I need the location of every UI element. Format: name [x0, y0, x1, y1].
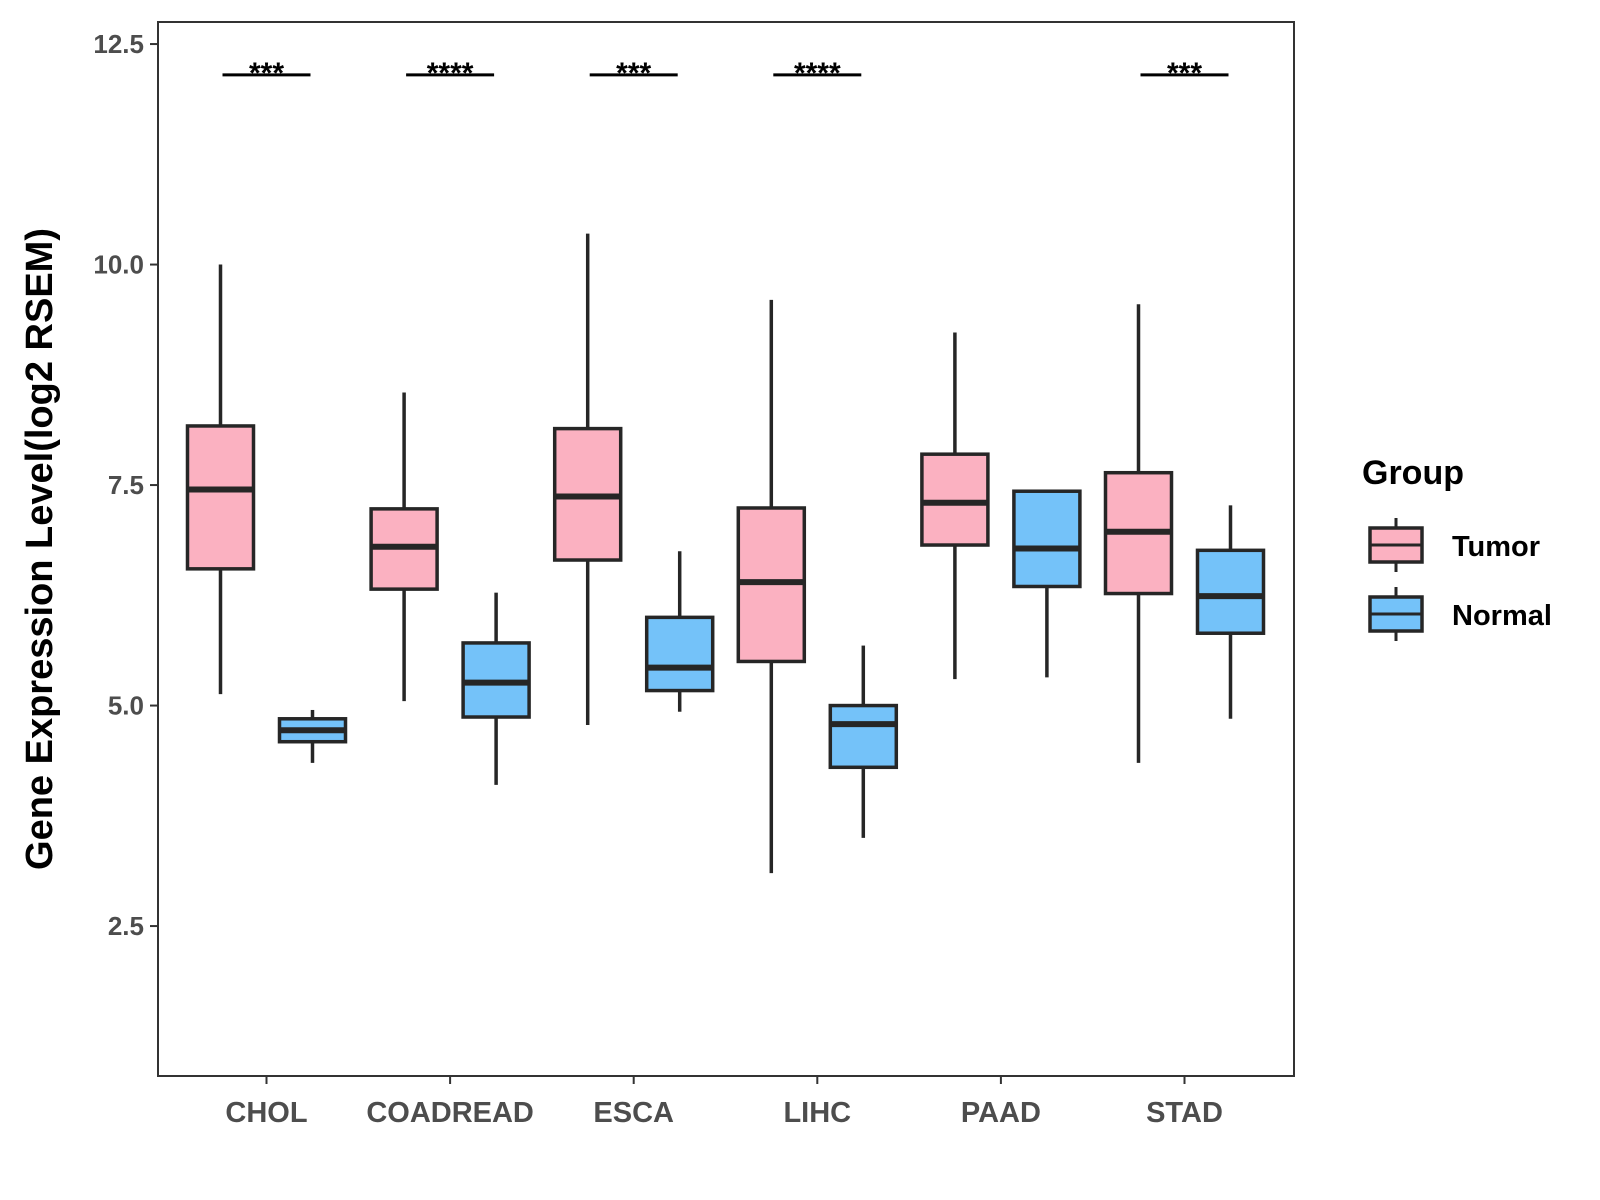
box-iqr	[1195, 548, 1266, 635]
box-tumor-coadread	[369, 392, 439, 702]
box-tumor-paad	[920, 332, 990, 680]
y-tick-label: 10.0	[93, 250, 144, 280]
legend-item-normal[interactable]: Normal	[1368, 587, 1552, 641]
legend-title: Group	[1362, 454, 1464, 492]
x-tick-label: STAD	[1146, 1097, 1223, 1129]
x-tick-label: ESCA	[593, 1097, 674, 1129]
box-layer	[185, 233, 1266, 874]
legend-label: Tumor	[1452, 531, 1540, 563]
box-iqr	[1012, 489, 1082, 589]
significance-label: ***	[249, 57, 284, 90]
box-tumor-stad	[1103, 304, 1174, 763]
x-tick-label: COADREAD	[366, 1097, 534, 1129]
box-normal-lihc	[828, 645, 899, 838]
y-tick-label: 2.5	[108, 911, 144, 941]
x-tick-label: PAAD	[961, 1097, 1041, 1129]
y-axis: 2.5 5.0 7.5 10.0 12.5	[93, 29, 158, 941]
legend-label: Normal	[1452, 600, 1552, 632]
box-tumor-chol	[185, 264, 256, 695]
significance-label: ****	[427, 57, 474, 90]
box-normal-coadread	[461, 592, 531, 785]
plot-panel-border	[157, 21, 1295, 1077]
significance-label: ****	[794, 57, 841, 90]
y-tick-label: 7.5	[108, 470, 144, 500]
box-iqr	[828, 703, 899, 770]
box-iqr	[920, 452, 990, 547]
box-tumor-esca	[552, 233, 623, 725]
y-tick-label: 5.0	[108, 691, 144, 721]
box-normal-paad	[1012, 489, 1082, 678]
box-iqr	[185, 424, 256, 571]
box-normal-chol	[277, 709, 348, 763]
box-normal-esca	[644, 551, 715, 712]
x-axis: CHOL COADREAD ESCA LIHC PAAD STAD	[225, 1076, 1223, 1129]
legend-item-tumor[interactable]: Tumor	[1368, 518, 1540, 572]
y-axis-title: Gene Expression Level(log2 RSEM)	[19, 228, 61, 870]
x-tick-label: LIHC	[783, 1097, 851, 1129]
x-tick-label: CHOL	[225, 1097, 307, 1129]
y-tick-label: 12.5	[93, 29, 144, 59]
box-tumor-lihc	[736, 299, 807, 874]
box-normal-stad	[1195, 505, 1266, 719]
significance-label: ***	[1167, 57, 1202, 90]
significance-layer: *** **** *** **** ***	[222, 57, 1229, 90]
legend[interactable]: Group Tumor Normal	[1362, 454, 1552, 641]
box-iqr	[644, 615, 715, 693]
significance-label: ***	[616, 57, 651, 90]
